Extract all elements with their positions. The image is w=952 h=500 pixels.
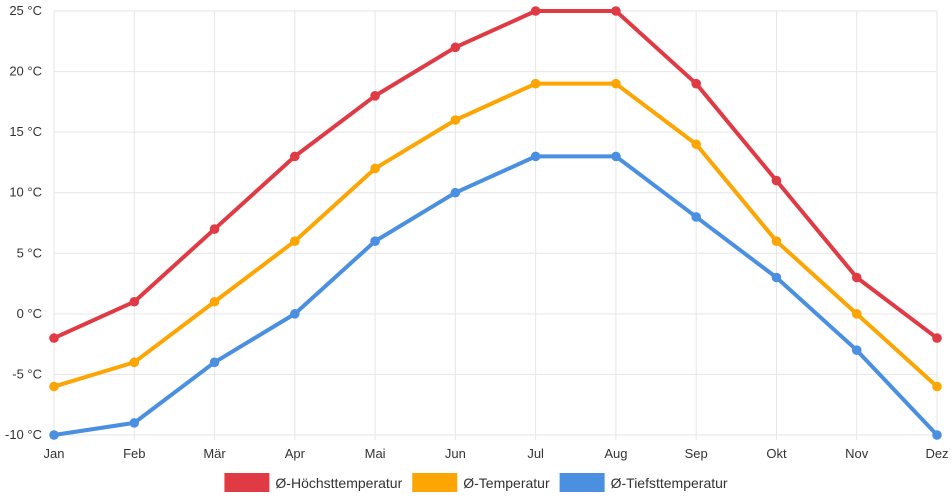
data-point [851, 309, 862, 319]
data-point [370, 236, 380, 246]
y-axis-ticks: -10 °C -5 °C 0 °C 5 °C 10 °C 15 °C 20 °C 25 °C [5, 3, 42, 442]
series-3 [49, 151, 942, 440]
data-point [209, 224, 220, 234]
data-point [932, 381, 942, 392]
legend-label: Ø-Tiefsttemperatur [611, 475, 728, 491]
grid [53, 10, 938, 440]
x-tick-label: Okt [766, 446, 787, 461]
data-point [530, 151, 541, 162]
data-point [129, 357, 140, 368]
y-tick-label: 20 °C [9, 64, 42, 79]
y-tick-label: -10 °C [5, 427, 42, 442]
legend-label: Ø-Höchsttemperatur [275, 475, 402, 491]
data-point [129, 418, 140, 428]
data-point [49, 430, 59, 440]
data-point [450, 42, 461, 53]
data-point [49, 333, 59, 343]
data-point [611, 6, 621, 16]
series-group [49, 6, 942, 440]
x-tick-label: Dez [925, 446, 948, 461]
x-tick-label: Jun [445, 446, 466, 461]
y-tick-label: 0 °C [17, 306, 42, 321]
x-tick-label: Sep [685, 446, 708, 461]
series-line [52, 81, 939, 389]
data-point [450, 115, 461, 125]
data-point [209, 357, 220, 368]
data-point [290, 151, 300, 162]
legend-swatch [412, 473, 458, 492]
series-1 [49, 6, 942, 343]
x-tick-label: Mär [203, 446, 226, 461]
data-point [932, 430, 942, 440]
series-2 [49, 78, 942, 392]
data-point [530, 6, 541, 16]
y-tick-label: 5 °C [17, 245, 42, 260]
data-point [691, 78, 701, 89]
data-point [530, 78, 541, 89]
x-axis-ticks: Jan Feb Mär Apr Mai Jun Jul Aug Sep Okt Nov Dez [44, 446, 949, 461]
data-point [49, 381, 59, 392]
x-tick-label: Aug [604, 446, 627, 461]
legend-swatch [559, 473, 605, 492]
data-point [771, 175, 782, 186]
data-point [370, 91, 380, 101]
data-point [691, 139, 701, 150]
y-tick-label: 10 °C [9, 185, 42, 200]
data-point [611, 151, 621, 162]
x-tick-label: Jan [44, 446, 65, 461]
data-point [691, 212, 701, 222]
x-tick-label: Jul [527, 446, 544, 461]
x-tick-label: Feb [123, 446, 145, 461]
legend-item-3: Ø-Tiefsttemperatur [559, 473, 728, 492]
legend-item-1: Ø-Höchsttemperatur [224, 473, 403, 492]
x-tick-label: Mai [365, 446, 386, 461]
data-point [370, 163, 380, 174]
data-point [771, 236, 782, 246]
data-point [851, 345, 862, 356]
data-point [932, 333, 942, 343]
data-point [290, 309, 300, 319]
data-point [209, 296, 220, 307]
data-point [290, 236, 300, 246]
data-point [851, 272, 862, 283]
series-line [52, 9, 939, 341]
data-point [450, 187, 461, 198]
y-tick-label: -5 °C [12, 366, 42, 381]
legend: Ø-Höchsttemperatur Ø-Temperatur Ø-Tiefstte… [224, 473, 728, 492]
data-point [129, 296, 140, 307]
legend-label: Ø-Temperatur [463, 475, 550, 491]
x-tick-label: Apr [285, 446, 306, 461]
data-point [771, 272, 782, 283]
y-tick-label: 25 °C [9, 3, 42, 18]
data-point [611, 78, 621, 89]
legend-swatch [224, 473, 270, 492]
x-tick-label: Nov [845, 446, 869, 461]
legend-item-2: Ø-Temperatur [412, 473, 550, 492]
y-tick-label: 15 °C [9, 124, 42, 139]
series-line [52, 154, 939, 437]
